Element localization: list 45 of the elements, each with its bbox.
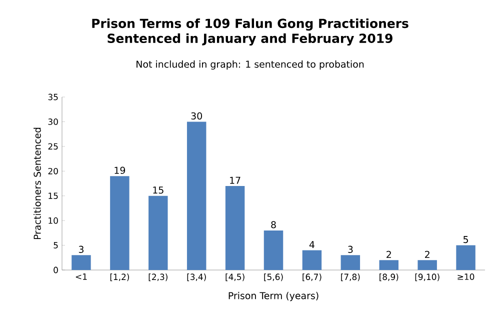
x-tick-label: [2,3) bbox=[148, 274, 168, 282]
data-label: 4 bbox=[309, 241, 314, 248]
y-tick-label: 30 bbox=[48, 118, 58, 125]
x-tick-label: [3,4) bbox=[187, 274, 206, 282]
data-label: 3 bbox=[348, 246, 353, 253]
chart-subtitle: Not included in graph: 1 sentenced to probation bbox=[136, 60, 364, 70]
x-tick-label: ≥10 bbox=[458, 274, 474, 280]
y-tick-label: 10 bbox=[48, 217, 58, 224]
data-label: 30 bbox=[191, 112, 202, 120]
x-tick-label: [7,8) bbox=[341, 274, 360, 282]
x-tick-label: [4,5) bbox=[226, 274, 244, 282]
y-tick-label: 35 bbox=[48, 94, 58, 100]
y-tick-label: 20 bbox=[48, 168, 58, 174]
bar bbox=[225, 186, 245, 270]
bar bbox=[186, 122, 206, 270]
data-label: 2 bbox=[425, 250, 430, 258]
data-label: 8 bbox=[271, 221, 276, 228]
x-axis-title: Prison Term (years) bbox=[228, 292, 318, 302]
y-tick-label: 25 bbox=[48, 143, 58, 150]
x-tick-label: [8,9) bbox=[380, 274, 398, 282]
chart-title: Prison Terms of 109 Falun Gong Practitioners Sentenced in January and February 2019 bbox=[92, 18, 408, 46]
data-label: 17 bbox=[230, 176, 240, 184]
data-label: 5 bbox=[464, 236, 468, 244]
data-label: 2 bbox=[386, 250, 391, 258]
x-tick-label: [6,7) bbox=[302, 274, 322, 282]
x-tick-label: [5,6) bbox=[264, 274, 283, 282]
data-label: 19 bbox=[114, 166, 126, 174]
bar bbox=[340, 255, 360, 270]
y-tick-label: 5 bbox=[54, 242, 58, 248]
bar bbox=[418, 260, 437, 270]
x-tick-label: <1 bbox=[76, 274, 87, 280]
bar bbox=[379, 260, 398, 270]
bar bbox=[456, 245, 476, 270]
data-label: 3 bbox=[78, 246, 84, 253]
x-tick-label: [1,2) bbox=[110, 274, 129, 282]
y-tick-label: 0 bbox=[54, 266, 58, 274]
x-tick-label: [9,10) bbox=[415, 274, 440, 282]
bar bbox=[110, 176, 130, 270]
bar bbox=[302, 250, 322, 270]
data-label: 15 bbox=[153, 186, 164, 194]
bar bbox=[72, 255, 91, 270]
bar bbox=[148, 196, 168, 270]
y-tick-label: 15 bbox=[48, 192, 58, 200]
y-axis-title: Practitioners Sentenced bbox=[34, 128, 41, 240]
bar bbox=[264, 230, 284, 270]
